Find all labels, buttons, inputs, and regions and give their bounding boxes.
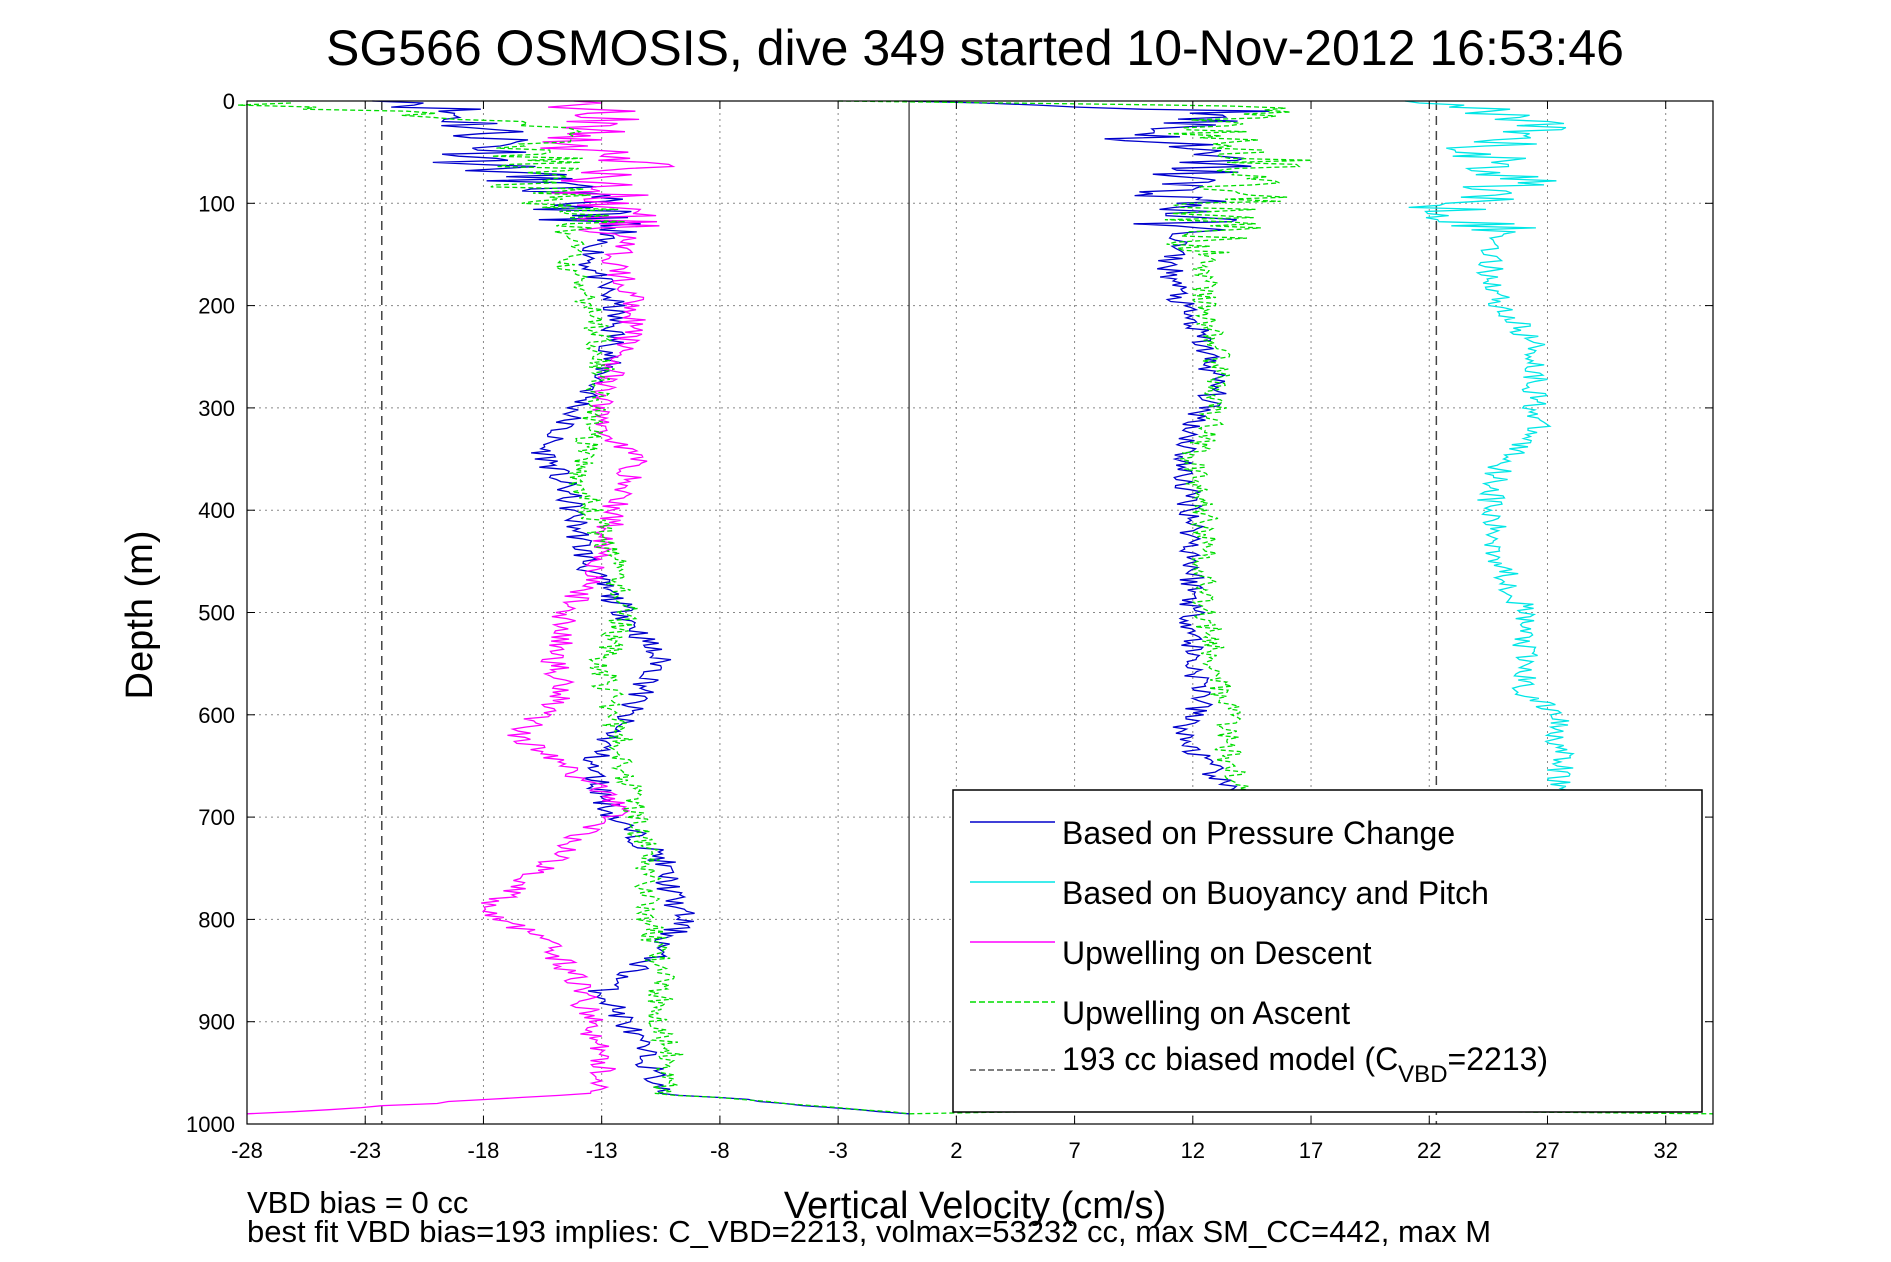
legend-label-buoyancy: Based on Buoyancy and Pitch (1062, 875, 1489, 911)
y-tick-label: 300 (198, 396, 235, 421)
x-axis-label: Vertical Velocity (cm/s) (784, 1185, 1166, 1227)
x-tick-label: 2 (950, 1138, 962, 1163)
legend-label-pressure: Based on Pressure Change (1062, 815, 1455, 851)
x-tick-labels: -28 -23 -18 -13 -8 -3 2 7 12 17 22 27 32 (231, 1138, 1678, 1163)
legend-label-ascent: Upwelling on Ascent (1062, 995, 1350, 1031)
series-line-3-1 (838, 100, 1312, 798)
plot-border (246, 100, 1714, 1125)
x-tick-label: -8 (710, 1138, 730, 1163)
series-line-2-0 (246, 100, 676, 1115)
legend-label-model: 193 cc biased model (CVBD=2213) (1062, 1041, 1548, 1088)
x-tick-label: -18 (468, 1138, 500, 1163)
y-tick-label: 900 (198, 1010, 235, 1035)
x-tick-label: -28 (231, 1138, 263, 1163)
series-line-3-0 (237, 102, 1714, 1115)
x-tick-label: 17 (1299, 1138, 1323, 1163)
series-group (237, 100, 1714, 1115)
model-lines (381, 101, 1438, 1124)
x-tick-label: -3 (828, 1138, 848, 1163)
legend-box (952, 789, 1703, 1113)
y-tick-label: 700 (198, 805, 235, 830)
series-line-1-0 (1404, 100, 1575, 798)
x-tick-label: 32 (1653, 1138, 1677, 1163)
note-vbd-bias: VBD bias = 0 cc (247, 1185, 468, 1220)
y-tick-label: 600 (198, 703, 235, 728)
y-tick-label: 0 (223, 89, 235, 114)
series-line-0-0 (372, 100, 910, 1115)
y-tick-label: 1000 (186, 1112, 235, 1137)
series-line-0-1 (903, 100, 1270, 798)
y-tick-label: 400 (198, 498, 235, 523)
y-tick-label: 500 (198, 601, 235, 626)
y-axis-label: Depth (m) (119, 531, 161, 700)
legend-label-descent: Upwelling on Descent (1062, 935, 1372, 971)
chart-title: SG566 OSMOSIS, dive 349 started 10-Nov-2… (326, 20, 1624, 76)
x-tick-label: -13 (586, 1138, 618, 1163)
x-tick-label: 22 (1417, 1138, 1441, 1163)
legend: Based on Pressure Change Based on Buoyan… (952, 789, 1703, 1113)
x-tick-label: 7 (1068, 1138, 1080, 1163)
y-tick-label: 800 (198, 907, 235, 932)
plot-frame (246, 100, 1714, 1125)
x-tick-label: 27 (1535, 1138, 1559, 1163)
y-tick-labels: 0 100 200 300 400 500 600 700 800 900 1000 (186, 89, 235, 1137)
x-tick-label: -23 (349, 1138, 381, 1163)
y-tick-label: 100 (198, 191, 235, 216)
note-best-fit: best fit VBD bias=193 implies: C_VBD=221… (247, 1214, 1491, 1249)
y-tick-label: 200 (198, 294, 235, 319)
x-tick-label: 12 (1181, 1138, 1205, 1163)
